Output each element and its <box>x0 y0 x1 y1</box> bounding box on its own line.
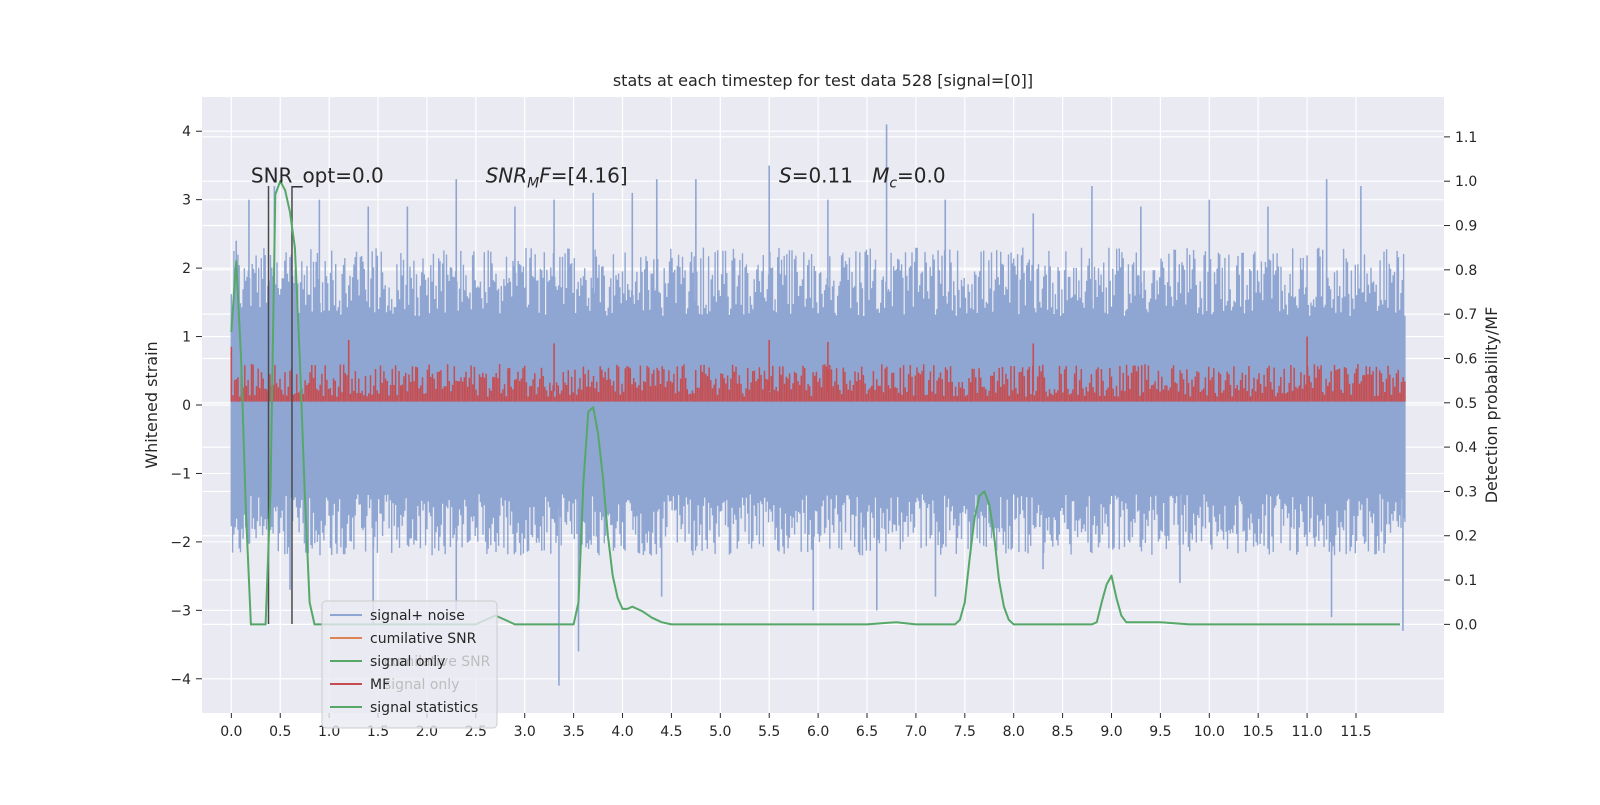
y-right-tick-label-9: 0.9 <box>1455 219 1477 235</box>
annotations: SNR_opt=0.0 SNRMF=[4.16] S=0.11 Mc=0.0 <box>251 164 946 192</box>
y-left-tick-label-1: −3 <box>170 603 191 619</box>
x-tick-label-18: 9.0 <box>1100 724 1122 740</box>
series-signal-statistics <box>230 180 1400 626</box>
x-tick-label-14: 7.0 <box>905 724 927 740</box>
y-left-tick-label-5: 1 <box>182 330 191 346</box>
y-left-tick-label-6: 2 <box>182 261 191 277</box>
x-tick-label-13: 6.5 <box>856 724 878 740</box>
x-tick-label-15: 7.5 <box>954 724 976 740</box>
x-tick-label-17: 8.5 <box>1051 724 1073 740</box>
y-axis-left-label: Whitened strain <box>142 341 161 468</box>
y-right-tick-label-1: 0.1 <box>1455 573 1477 589</box>
y-left-tick-label-4: 0 <box>182 398 191 414</box>
x-tick-label-16: 8.0 <box>1003 724 1025 740</box>
y-left-tick-label-3: −1 <box>170 466 191 482</box>
x-tick-label-10: 5.0 <box>709 724 731 740</box>
x-tick-label-22: 11.0 <box>1292 724 1323 740</box>
x-tick-label-12: 6.0 <box>807 724 829 740</box>
x-tick-label-8: 4.0 <box>611 724 633 740</box>
annotation-1-part-1: M <box>527 176 539 192</box>
y-right-tick-label-8: 0.8 <box>1455 263 1477 279</box>
legend-label-1: cumilative SNR <box>370 631 477 647</box>
y-right-tick-label-2: 0.2 <box>1455 529 1477 545</box>
y-right-tick-label-5: 0.5 <box>1455 396 1477 412</box>
y-right-tick-label-10: 1.0 <box>1455 174 1477 190</box>
x-tick-label-20: 10.0 <box>1194 724 1225 740</box>
legend-label-4: signal statistics <box>370 700 478 716</box>
annotation-2-part-0: S <box>779 164 792 188</box>
annotation-1-part-3: =[4.16] <box>551 164 628 188</box>
annotation-2-part-2: M <box>872 164 889 188</box>
y-right-tick-label-7: 0.7 <box>1455 307 1477 323</box>
legend-box <box>321 600 498 729</box>
x-tick-label-0: 0.0 <box>220 724 242 740</box>
legend-ghost-label-0: cumilative SNR <box>384 654 491 670</box>
chart-title: stats at each timestep for test data 528… <box>613 71 1033 90</box>
x-tick-label-7: 3.5 <box>562 724 584 740</box>
mf-trace <box>230 364 1406 402</box>
y-left-tick-label-2: −2 <box>170 535 191 551</box>
x-tick-label-21: 10.5 <box>1243 724 1274 740</box>
y-right-tick-label-3: 0.3 <box>1455 484 1477 500</box>
y-left-tick-label-0: −4 <box>170 672 191 688</box>
annotation-2: S=0.11 Mc=0.0 <box>779 164 946 192</box>
y-right-tick-label-4: 0.4 <box>1455 440 1477 456</box>
x-tick-label-23: 11.5 <box>1340 724 1371 740</box>
y-left-tick-label-8: 4 <box>182 124 191 140</box>
annotation-1-part-0: SNR <box>486 164 528 188</box>
annotation-0: SNR_opt=0.0 <box>251 164 384 188</box>
legend-label-3: MF <box>370 677 390 693</box>
y-right-tick-label-0: 0.0 <box>1455 617 1477 633</box>
signal-statistics-line <box>230 180 1400 626</box>
x-tick-label-9: 4.5 <box>660 724 682 740</box>
x-tick-label-1: 0.5 <box>269 724 291 740</box>
annotation-2-part-4: =0.0 <box>897 164 946 188</box>
y-right-tick-label-6: 0.6 <box>1455 351 1477 367</box>
series-signal-noise <box>230 124 1406 686</box>
series-mf <box>230 336 1406 402</box>
legend-ghost-label-1: signal only <box>384 677 459 693</box>
y-right-tick-label-11: 1.1 <box>1455 130 1477 146</box>
x-tick-label-6: 3.0 <box>514 724 536 740</box>
annotation-1-part-2: F <box>539 164 551 188</box>
legend-label-2: signal only <box>370 654 445 670</box>
legend-label-0: signal+ noise <box>370 608 465 624</box>
annotation-2-part-1: =0.11 <box>792 164 872 188</box>
x-tick-label-19: 9.5 <box>1149 724 1171 740</box>
y-axis-right-label: Detection probability/MF <box>1482 307 1501 504</box>
annotation-1: SNRMF=[4.16] <box>486 164 628 192</box>
annotation-2-part-3: c <box>889 176 897 192</box>
y-left-tick-label-7: 3 <box>182 193 191 209</box>
x-tick-label-11: 5.5 <box>758 724 780 740</box>
